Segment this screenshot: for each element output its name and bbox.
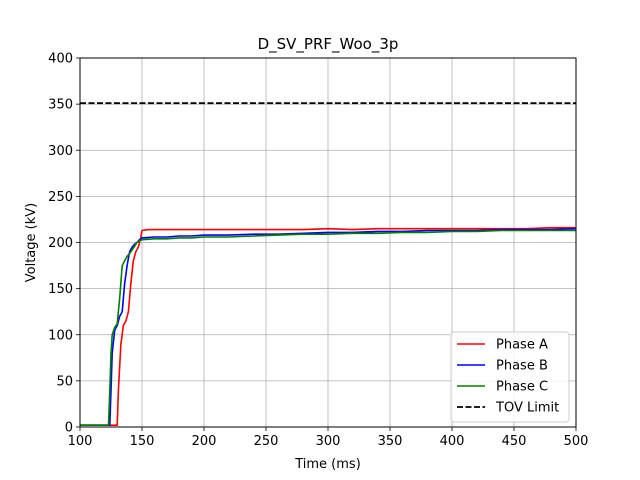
y-tick-label: 100 (48, 328, 73, 343)
series-line-2 (80, 227, 577, 427)
legend-label-2: Phase B (496, 359, 548, 374)
y-tick-label: 350 (48, 98, 73, 113)
legend-box (450, 331, 570, 423)
legend-label-3: Phase C (496, 380, 548, 395)
x-tick-label: 350 (378, 434, 403, 449)
y-tick-label: 300 (48, 144, 73, 159)
y-axis-title: Voltage (kV) (24, 203, 39, 282)
y-tick-label: 150 (48, 282, 73, 297)
x-tick-label: 450 (502, 434, 527, 449)
x-tick-label: 400 (440, 434, 465, 449)
y-tick-label: 400 (48, 52, 73, 67)
series-layer (80, 102, 577, 427)
x-tick-label: 250 (254, 434, 279, 449)
y-tick-label: 250 (48, 190, 73, 205)
legend: Phase A Phase B Phase C TOV Limit (450, 331, 570, 423)
legend-label-1: Phase A (496, 338, 548, 353)
x-tick-label: 200 (192, 434, 217, 449)
x-tick-label: 100 (68, 434, 93, 449)
series-line-3 (80, 229, 576, 427)
y-tick-label: 0 (65, 421, 73, 436)
y-tick-label: 50 (56, 374, 73, 389)
x-tick-label: 150 (130, 434, 155, 449)
chart-title: D_SV_PRF_Woo_3p (258, 35, 399, 54)
series-line-1 (80, 226, 576, 427)
y-tick-label: 200 (48, 236, 73, 251)
x-tick-label: 500 (564, 434, 589, 449)
legend-label-4: TOV Limit (495, 401, 559, 416)
x-axis-title: Time (ms) (294, 457, 361, 472)
x-tick-label: 300 (316, 434, 341, 449)
axis-ticks: 100 150 200 250 300 350 400 450 500 0 50 100 150 200 2… (48, 52, 588, 450)
